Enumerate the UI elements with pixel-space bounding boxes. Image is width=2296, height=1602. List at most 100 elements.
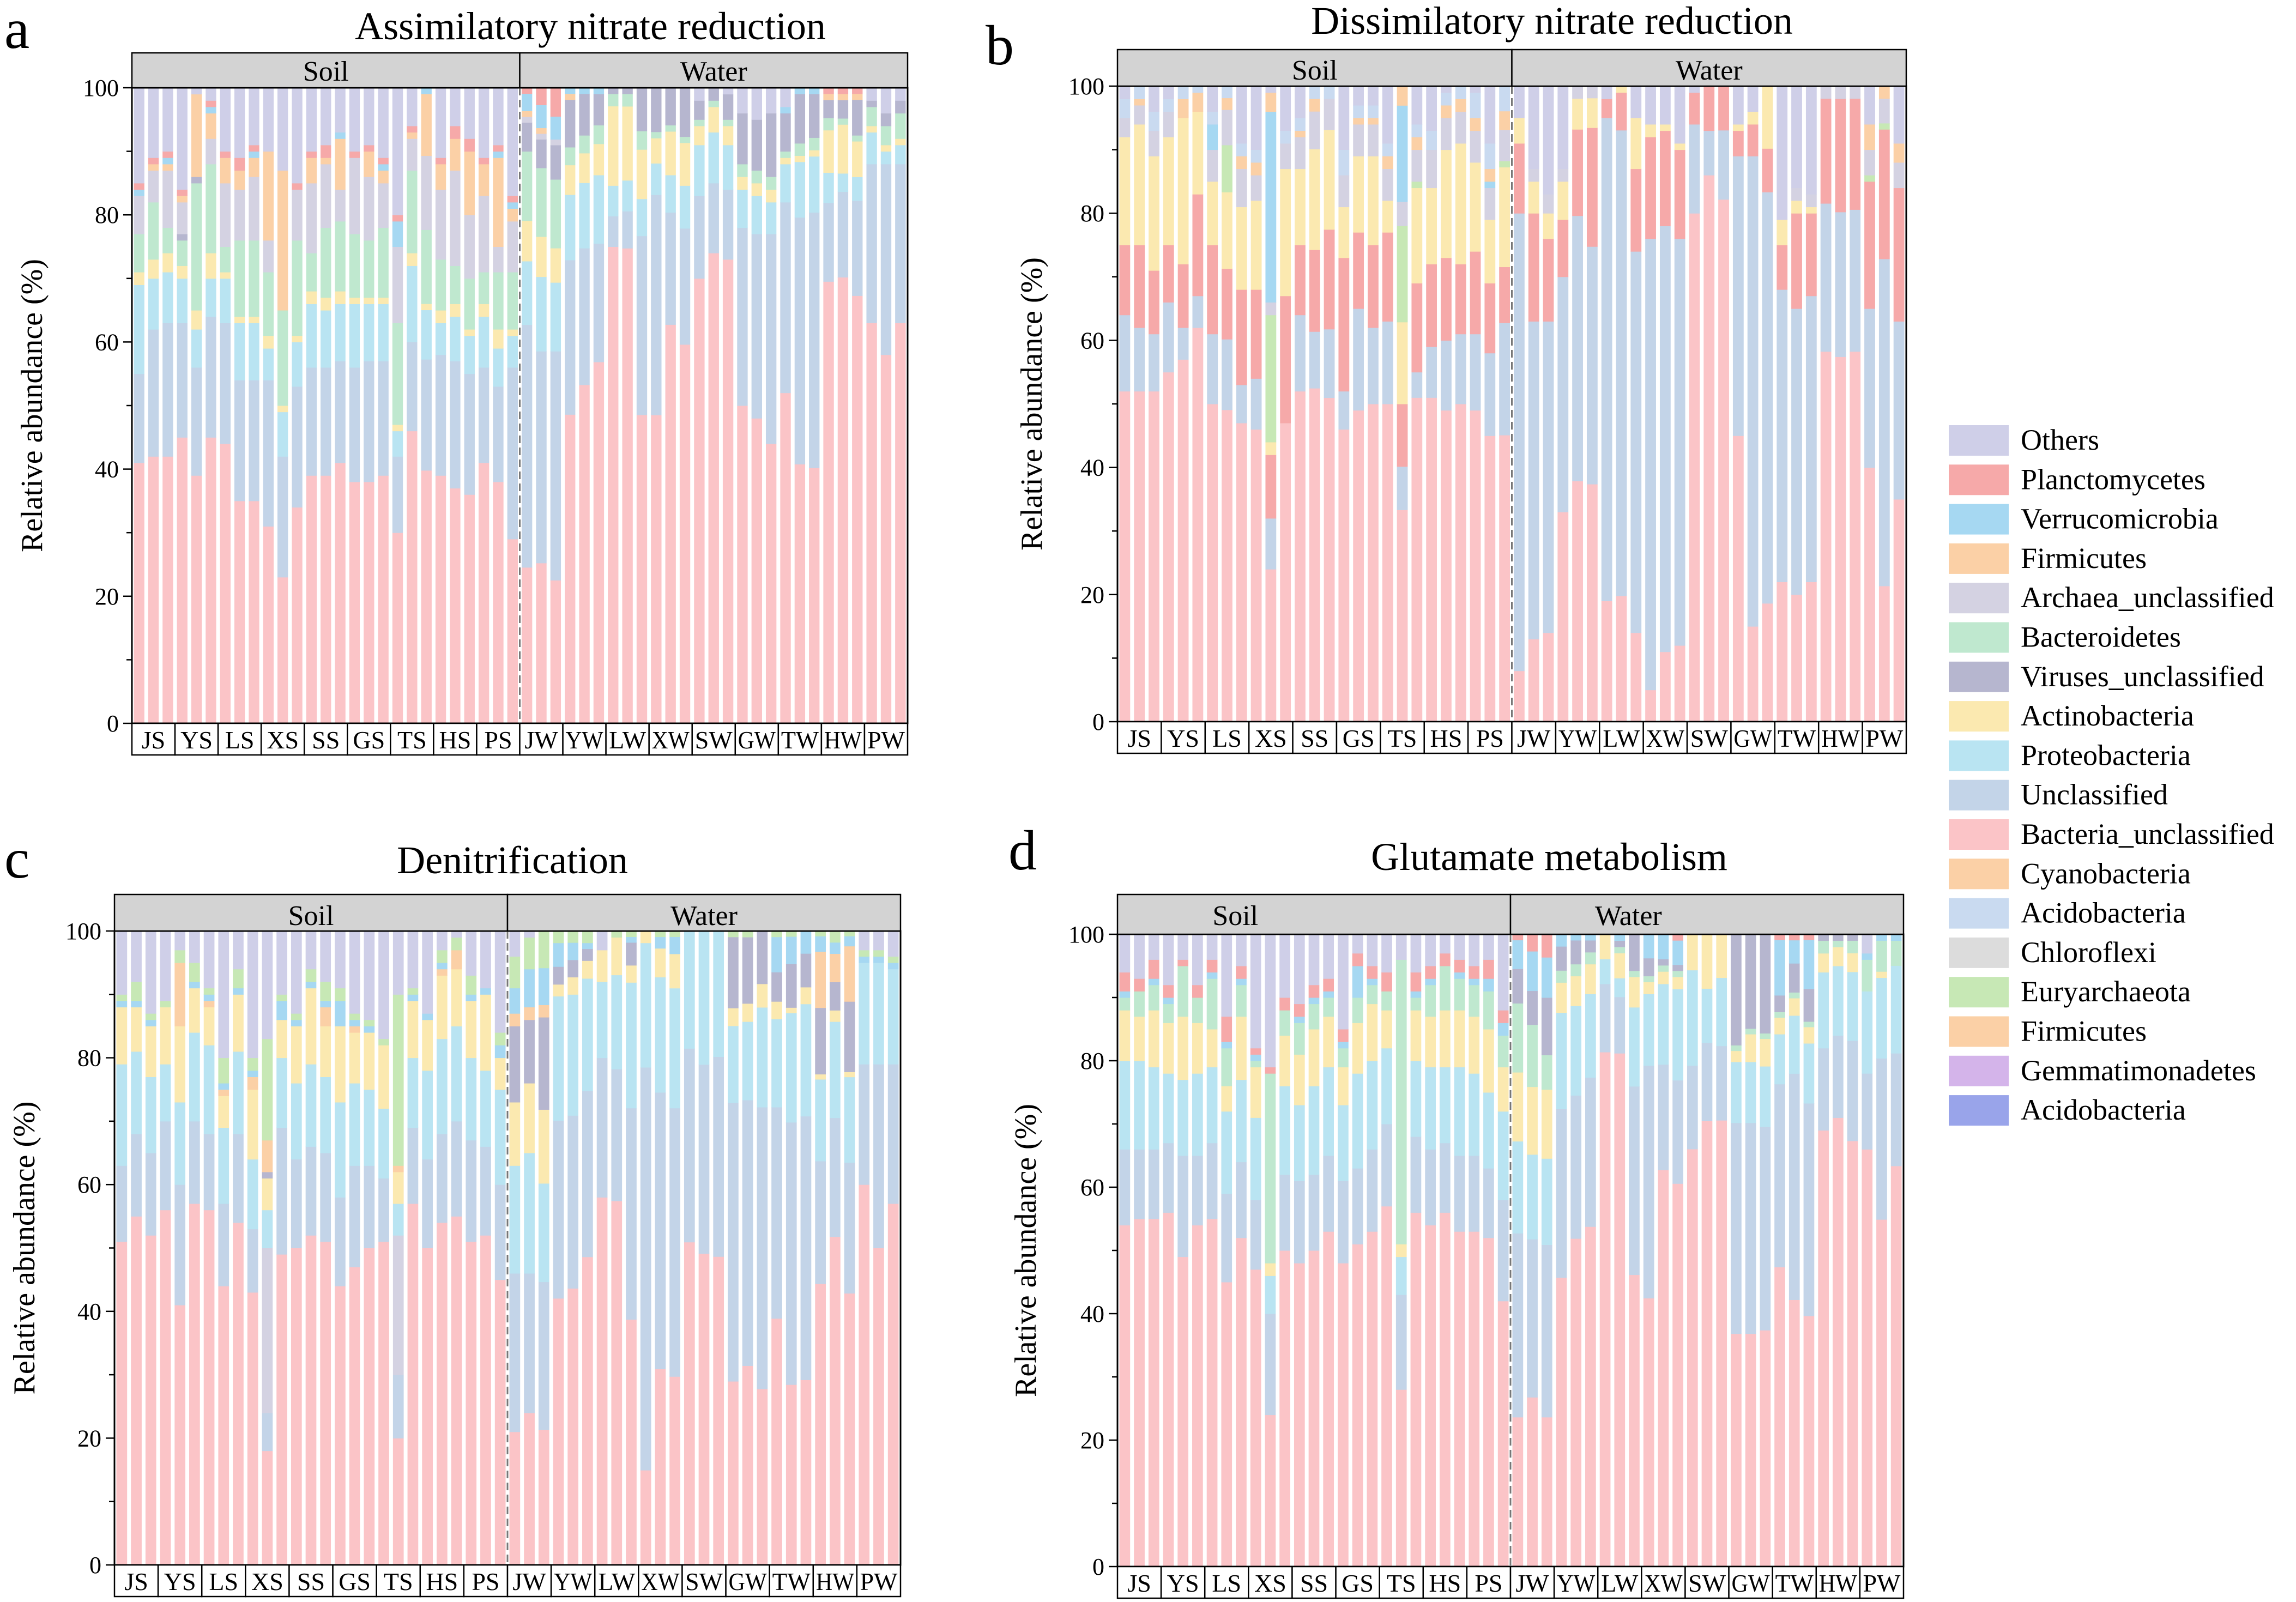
bar-segment-actinobacteria bbox=[1221, 1086, 1232, 1112]
bar-segment-verrucomicrobia bbox=[669, 936, 680, 954]
bar-segment-actinobacteria bbox=[1732, 124, 1744, 131]
bar-segment-proteobacteria bbox=[1716, 977, 1727, 1047]
legend-label: Cyanobacteria bbox=[2021, 857, 2191, 890]
bar-segment-unclassified bbox=[335, 361, 346, 463]
bar-segment-bacteria-unclassified bbox=[622, 248, 633, 724]
bar-segment-unclassified bbox=[1309, 331, 1320, 389]
bar-segment-actinobacteria bbox=[895, 138, 906, 146]
bar-segment-archaea-unclassified bbox=[1426, 149, 1437, 189]
x-tick-label-xw: XW bbox=[1644, 1569, 1683, 1597]
bar-SS-1 bbox=[306, 88, 317, 724]
bar-segment-proteobacteria bbox=[1381, 1048, 1392, 1125]
bar-segment-proteobacteria bbox=[737, 189, 748, 228]
strip-label-water: Water bbox=[1676, 55, 1743, 86]
bar-segment-actinobacteria bbox=[1643, 982, 1654, 994]
bar-segment-actinobacteria bbox=[780, 158, 791, 165]
bar-segment-unclassified bbox=[1599, 983, 1611, 1053]
bar-segment-proteobacteria bbox=[249, 323, 259, 380]
bar-segment-euryarchaeota bbox=[567, 931, 579, 943]
bar-segment-unclassified bbox=[859, 1064, 870, 1185]
bar-segment-unclassified bbox=[1294, 1181, 1305, 1264]
bar-segment-viruses-unclassified bbox=[536, 139, 547, 168]
bar-segment-bacteria-unclassified bbox=[1280, 422, 1291, 722]
bar-segment-bacteria-unclassified bbox=[1425, 1225, 1436, 1567]
bar-segment-unclassified bbox=[1556, 1109, 1567, 1278]
bar-TS-3 bbox=[1411, 86, 1423, 722]
bar-segment-bacteroidetes bbox=[148, 202, 159, 260]
bar-segment-archaea-unclassified bbox=[1163, 111, 1174, 137]
bar-segment-actinobacteria bbox=[335, 1026, 346, 1103]
bar-segment-actinobacteria bbox=[189, 988, 200, 1033]
bar-segment-proteobacteria bbox=[1541, 1158, 1552, 1245]
bar-segment-unclassified bbox=[1382, 321, 1393, 404]
bar-segment-unclassified bbox=[873, 1064, 884, 1248]
bar-segment-acidobacteria bbox=[1236, 143, 1247, 156]
bar-segment-actinobacteria bbox=[1514, 118, 1525, 144]
bar-segment-firmicutes bbox=[1368, 118, 1379, 125]
bar-segment-euryarchaeota bbox=[305, 969, 317, 982]
bar-segment-bacteria-unclassified bbox=[203, 1210, 215, 1565]
bar-segment-proteobacteria bbox=[1338, 1105, 1349, 1181]
bar-segment-bacteria-unclassified bbox=[1411, 397, 1423, 722]
bar-segment-bacteria-unclassified bbox=[1674, 645, 1685, 722]
bar-HS-2 bbox=[436, 931, 448, 1565]
bar-segment-unclassified bbox=[1731, 1122, 1742, 1334]
bar-segment-unclassified bbox=[1791, 309, 1802, 595]
bar-segment-actinobacteria bbox=[1789, 998, 1800, 1016]
bar-segment-actinobacteria bbox=[1470, 162, 1481, 252]
bar-LW-2 bbox=[1614, 934, 1626, 1567]
bar-segment-firmicutes bbox=[262, 1140, 273, 1172]
bar-segment-viruses-unclassified bbox=[809, 94, 820, 138]
bar-segment-euryarchaeota bbox=[1397, 226, 1408, 323]
bar-segment-proteobacteria bbox=[728, 1025, 739, 1103]
bar-segment-bacteria-unclassified bbox=[1731, 1333, 1742, 1567]
bar-JS-1 bbox=[134, 88, 144, 724]
bar-segment-unclassified bbox=[1163, 302, 1174, 373]
bar-YS-1 bbox=[1163, 934, 1174, 1567]
bar-segment-unclassified bbox=[829, 1117, 841, 1237]
bar-segment-bacteroidetes bbox=[1352, 998, 1363, 1023]
legend-swatch bbox=[1949, 701, 2009, 732]
bar-segment-others bbox=[1411, 86, 1423, 125]
x-category-box bbox=[1597, 1565, 1642, 1599]
bar-segment-bacteria-unclassified bbox=[1658, 1170, 1669, 1567]
legend-item: Bacteroidetes bbox=[1949, 621, 2181, 654]
bar-segment-proteobacteria bbox=[550, 282, 561, 352]
bar-HW-3 bbox=[844, 931, 855, 1565]
bar-segment-bacteria-unclassified bbox=[321, 475, 331, 724]
bar-segment-verrucomicrobia bbox=[218, 1083, 229, 1090]
x-tick-label-ss: SS bbox=[297, 1568, 325, 1595]
bar-segment-unclassified bbox=[234, 380, 245, 501]
bar-segment-actinobacteria bbox=[1222, 192, 1232, 269]
bar-segment-verrucomicrobia bbox=[809, 88, 820, 94]
bar-TS-2 bbox=[1395, 934, 1407, 1567]
bar-segment-firmicutes bbox=[536, 128, 547, 134]
bar-segment-verrucomicrobia bbox=[134, 189, 144, 196]
bar-segment-unclassified bbox=[1470, 334, 1481, 411]
x-tick-label-xw: XW bbox=[1646, 724, 1685, 752]
bar-segment-actinobacteria bbox=[1803, 1027, 1815, 1044]
bar-segment-others bbox=[364, 88, 374, 146]
bar-segment-bacteroidetes bbox=[1177, 966, 1189, 1017]
bar-segment-planctomycetes bbox=[1512, 934, 1524, 941]
bar-segment-unclassified bbox=[837, 191, 849, 278]
bar-segment-archaea-unclassified bbox=[1791, 188, 1802, 201]
bar-segment-firmicutes bbox=[174, 963, 186, 1026]
bar-segment-planctomycetes bbox=[1250, 1048, 1261, 1055]
bar-segment-bacteria-unclassified bbox=[1687, 1148, 1698, 1567]
bar-segment-bacteria-unclassified bbox=[1207, 404, 1218, 722]
bar-segment-euryarchaeota bbox=[1265, 315, 1277, 443]
bar-segment-unclassified bbox=[131, 1134, 142, 1217]
bar-segment-unclassified bbox=[421, 359, 432, 471]
bar-segment-euryarchaeota bbox=[873, 950, 884, 957]
legend-swatch bbox=[1949, 740, 2009, 771]
bar-segment-unclassified bbox=[407, 342, 418, 432]
bar-segment-bacteria-unclassified bbox=[669, 1376, 680, 1565]
bar-segment-proteobacteria bbox=[669, 988, 680, 1109]
bar-segment-bacteria-unclassified bbox=[1601, 601, 1612, 722]
bar-segment-firmicutes bbox=[335, 138, 346, 190]
bar-segment-proteobacteria bbox=[206, 278, 216, 317]
bar-segment-unclassified bbox=[1192, 1156, 1203, 1226]
bar-segment-others bbox=[765, 88, 777, 114]
bar-segment-actinobacteria bbox=[1294, 1054, 1305, 1105]
